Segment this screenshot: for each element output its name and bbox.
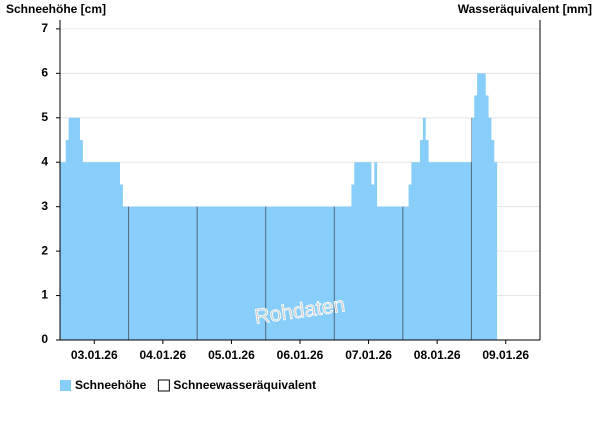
y-tick-label: 6 (41, 66, 48, 80)
y-tick-label: 5 (41, 110, 48, 124)
y-tick-label: 3 (41, 199, 48, 213)
y-tick-label: 0 (41, 332, 48, 346)
legend-label: Schneewasseräquivalent (173, 378, 316, 392)
y-tick-label: 4 (41, 154, 48, 168)
snow-depth-area (60, 73, 498, 340)
x-tick-label: 04.01.26 (139, 348, 186, 362)
y-axis-title: Schneehöhe [cm] (6, 2, 106, 16)
x-tick-label: 08.01.26 (414, 348, 461, 362)
y-tick-label: 1 (41, 288, 48, 302)
legend-swatch (60, 380, 71, 391)
y-tick-label: 2 (41, 243, 48, 257)
x-tick-label: 05.01.26 (208, 348, 255, 362)
y-tick-label: 7 (41, 21, 48, 35)
y2-axis-title: Wasseräquivalent [mm] (458, 2, 592, 16)
legend-swatch (157, 379, 170, 392)
x-tick-label: 03.01.26 (71, 348, 118, 362)
x-tick-label: 06.01.26 (277, 348, 324, 362)
x-tick-label: 09.01.26 (482, 348, 529, 362)
legend-label: Schneehöhe (75, 378, 147, 392)
x-tick-label: 07.01.26 (345, 348, 392, 362)
